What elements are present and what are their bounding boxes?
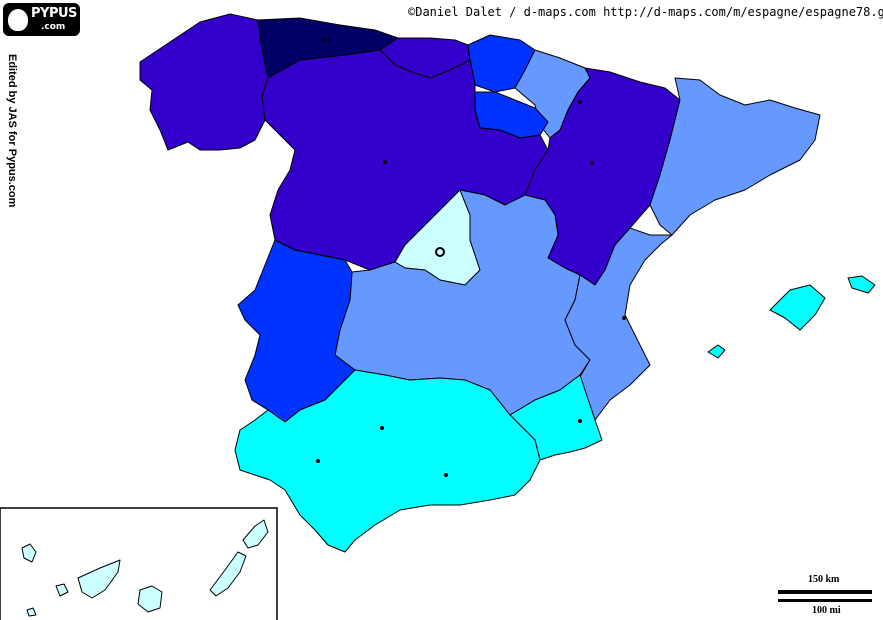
logo-name: PYPUS [31,6,77,21]
region-galicia[interactable] [139,13,269,151]
pypus-logo: PYPUS .com [3,3,80,36]
region-andalucia[interactable] [234,369,541,553]
scale-bar [778,590,872,602]
region-canarias[interactable] [21,519,269,617]
scale-mi-label: 100 mi [812,605,841,616]
logo-face-icon [8,9,28,31]
scale-km-label: 150 km [808,574,840,585]
copyright-text: ©Daniel Dalet / d-maps.com http://d-maps… [408,5,883,19]
logo-sub: .com [41,22,66,32]
region-baleares[interactable] [707,275,876,359]
capital-dots [316,38,626,477]
side-credit: Edited by JAS for Pypus.com [6,54,18,208]
region-cataluna[interactable] [649,77,821,236]
